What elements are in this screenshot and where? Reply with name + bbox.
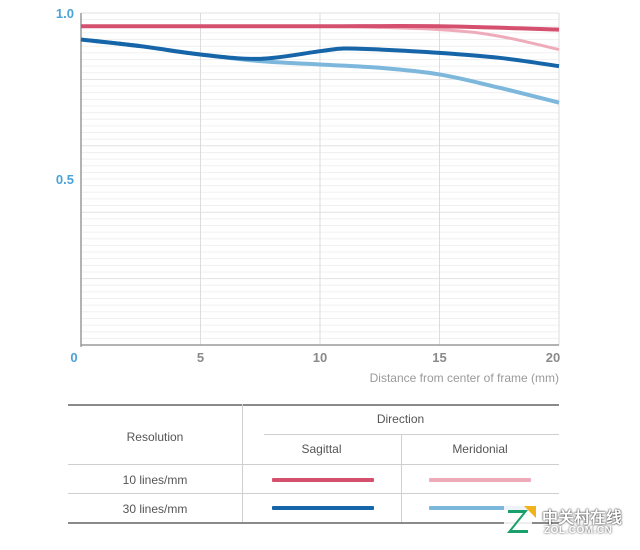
row-divider [68,493,559,494]
row-label-30: 30 lines/mm [122,502,188,516]
header-bottom-rule [68,464,559,465]
legend-table: Direction Resolution Sagittal Meridonial… [68,404,559,524]
chart-axes [80,13,559,347]
sagittal-header: Sagittal [301,442,342,456]
x-tick-label: 10 [313,350,327,365]
series-line-2 [80,37,560,69]
table-bottom-rule [68,522,559,524]
watermark-brand: 中关村在线 [542,510,623,527]
mtf-chart: 0 5 10 15 20 0.5 1.0 Distance from center of f… [56,6,560,385]
table-top-rule [68,404,559,406]
swatch-meridonial-30 [429,506,531,510]
meridonial-header: Meridonial [452,442,508,456]
chart-ticks: 0 5 10 15 20 0.5 1.0 [56,6,560,365]
zol-logo-icon [504,506,536,534]
direction-col-divider [401,434,402,524]
series-line-0 [81,24,560,32]
y-tick-label: 0.5 [56,172,74,187]
x-tick-label: 0 [70,350,77,365]
x-axis-label: Distance from center of frame (mm) [370,371,559,385]
chart-grid [80,12,560,346]
direction-header: Direction [376,412,425,426]
chart-lines [80,24,560,105]
swatch-sagittal-10 [272,478,374,482]
swatch-meridonial-10 [429,478,531,482]
swatch-sagittal-30 [272,506,374,510]
row-label-10: 10 lines/mm [122,473,188,487]
direction-under-rule [264,434,559,435]
zol-watermark: 中关村在线 ZOL.COM.CN [500,498,640,546]
resolution-header: Resolution [126,430,184,444]
watermark-url: ZOL.COM.CN [544,525,613,536]
x-tick-label: 5 [197,350,204,365]
y-tick-label: 1.0 [56,6,74,21]
x-tick-label: 15 [432,350,446,365]
x-tick-label: 20 [546,350,560,365]
